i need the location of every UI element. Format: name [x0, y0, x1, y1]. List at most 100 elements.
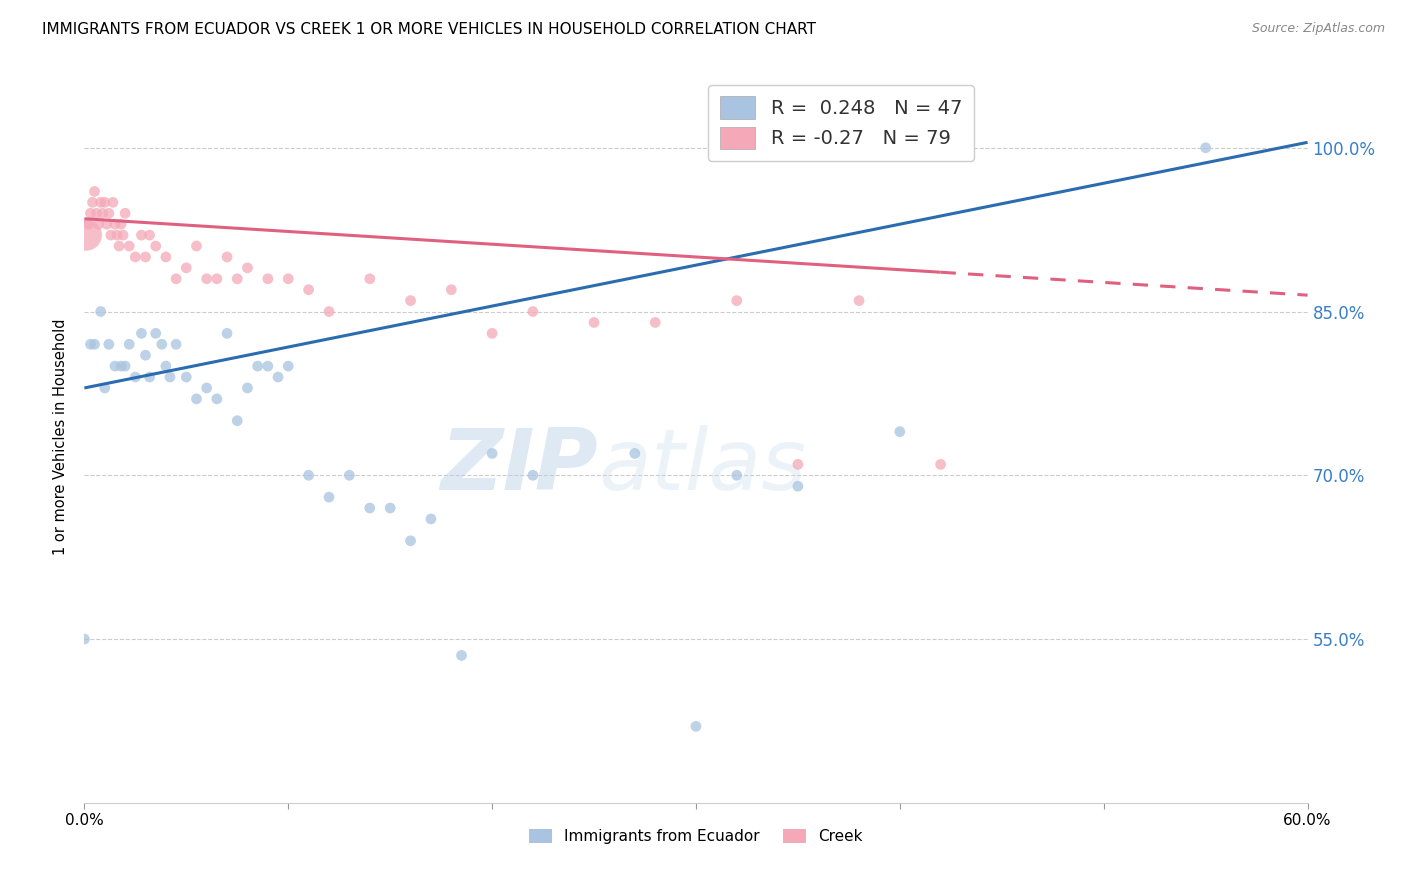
Point	[787, 479, 810, 493]
Point	[159, 370, 181, 384]
Point	[174, 370, 197, 384]
Point	[77, 217, 100, 231]
Point	[236, 381, 259, 395]
Point	[114, 206, 136, 220]
Point	[104, 359, 127, 373]
Point	[277, 272, 299, 286]
Point	[725, 293, 748, 308]
Point	[318, 304, 340, 318]
Point	[685, 719, 707, 733]
Point	[205, 392, 228, 406]
Y-axis label: 1 or more Vehicles in Household: 1 or more Vehicles in Household	[53, 318, 69, 556]
Point	[155, 359, 177, 373]
Point	[257, 272, 280, 286]
Point	[145, 326, 167, 341]
Point	[298, 283, 321, 297]
Point	[87, 217, 110, 231]
Point	[75, 228, 97, 243]
Point	[150, 337, 173, 351]
Point	[848, 293, 870, 308]
Point	[380, 501, 402, 516]
Text: Source: ZipAtlas.com: Source: ZipAtlas.com	[1251, 22, 1385, 36]
Point	[100, 228, 122, 243]
Point	[138, 370, 160, 384]
Point	[359, 272, 381, 286]
Point	[135, 250, 157, 264]
Point	[1195, 141, 1218, 155]
Text: ZIP: ZIP	[440, 425, 598, 508]
Point	[124, 370, 146, 384]
Point	[110, 217, 132, 231]
Point	[318, 490, 340, 504]
Point	[138, 228, 160, 243]
Point	[267, 370, 290, 384]
Point	[83, 337, 105, 351]
Point	[105, 228, 128, 243]
Point	[118, 337, 141, 351]
Point	[96, 217, 118, 231]
Point	[124, 250, 146, 264]
Point	[135, 348, 157, 362]
Point	[86, 206, 108, 220]
Point	[226, 272, 249, 286]
Point	[104, 217, 127, 231]
Point	[91, 206, 114, 220]
Point	[108, 239, 131, 253]
Point	[165, 337, 187, 351]
Point	[145, 239, 167, 253]
Point	[236, 260, 259, 275]
Point	[257, 359, 280, 373]
Point	[277, 359, 299, 373]
Point	[298, 468, 321, 483]
Point	[399, 533, 422, 548]
Point	[787, 458, 810, 472]
Point	[97, 206, 120, 220]
Point	[174, 260, 197, 275]
Point	[155, 250, 177, 264]
Point	[205, 272, 228, 286]
Point	[93, 195, 115, 210]
Point	[440, 283, 463, 297]
Point	[93, 381, 115, 395]
Point	[131, 228, 153, 243]
Point	[118, 239, 141, 253]
Point	[101, 195, 124, 210]
Point	[79, 206, 101, 220]
Point	[399, 293, 422, 308]
Point	[195, 272, 218, 286]
Point	[420, 512, 443, 526]
Point	[217, 326, 239, 341]
Point	[112, 228, 135, 243]
Point	[522, 468, 544, 483]
Point	[725, 468, 748, 483]
Point	[359, 501, 381, 516]
Point	[79, 337, 101, 351]
Point	[110, 359, 132, 373]
Point	[339, 468, 361, 483]
Point	[97, 337, 120, 351]
Point	[624, 446, 647, 460]
Point	[114, 359, 136, 373]
Text: atlas: atlas	[598, 425, 806, 508]
Point	[131, 326, 153, 341]
Point	[481, 326, 503, 341]
Point	[165, 272, 187, 286]
Point	[82, 195, 104, 210]
Point	[73, 632, 96, 646]
Point	[246, 359, 269, 373]
Point	[226, 414, 249, 428]
Point	[583, 315, 606, 329]
Point	[217, 250, 239, 264]
Point	[522, 304, 544, 318]
Point	[929, 458, 952, 472]
Point	[889, 425, 911, 439]
Point	[186, 392, 208, 406]
Point	[90, 304, 112, 318]
Point	[450, 648, 472, 663]
Point	[644, 315, 666, 329]
Point	[481, 446, 503, 460]
Point	[90, 195, 112, 210]
Legend: Immigrants from Ecuador, Creek: Immigrants from Ecuador, Creek	[523, 822, 869, 850]
Point	[83, 185, 105, 199]
Text: IMMIGRANTS FROM ECUADOR VS CREEK 1 OR MORE VEHICLES IN HOUSEHOLD CORRELATION CHA: IMMIGRANTS FROM ECUADOR VS CREEK 1 OR MO…	[42, 22, 815, 37]
